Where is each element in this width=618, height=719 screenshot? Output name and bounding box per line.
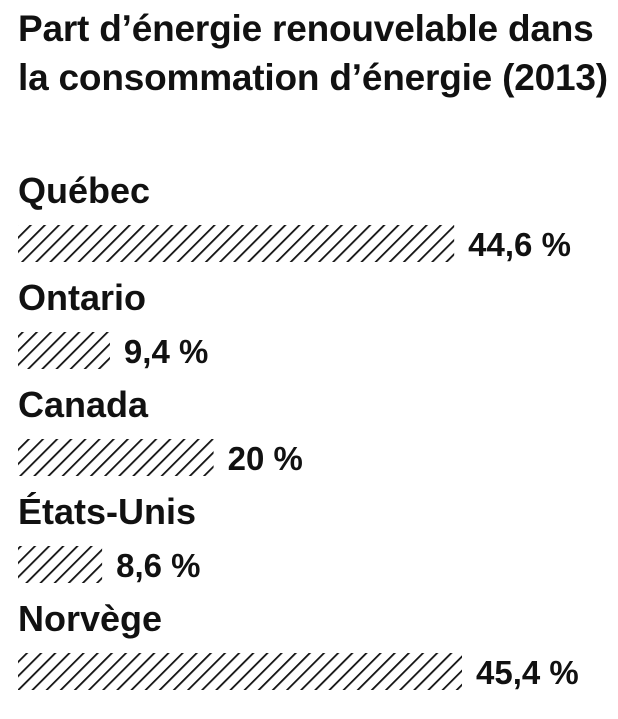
category-label: Norvège (18, 598, 162, 639)
category-label: Canada (18, 384, 149, 425)
category-label: Ontario (18, 277, 146, 318)
bar (18, 225, 455, 262)
value-label: 8,6 % (116, 547, 200, 584)
value-label: 44,6 % (468, 226, 571, 263)
bar (18, 332, 110, 369)
category-label: Québec (18, 170, 150, 211)
value-label: 45,4 % (476, 654, 579, 691)
category-label: États-Unis (18, 491, 196, 532)
bar (18, 653, 462, 690)
value-label: 20 % (228, 440, 303, 477)
chart-title: Part d’énergie renouvelable dans la cons… (18, 8, 608, 98)
bar (18, 546, 103, 583)
bar (18, 439, 214, 476)
value-label: 9,4 % (124, 333, 208, 370)
chart-marks: Québec 44,6 % Ontario 9,4 % Canada 20 % États-… (18, 170, 579, 691)
